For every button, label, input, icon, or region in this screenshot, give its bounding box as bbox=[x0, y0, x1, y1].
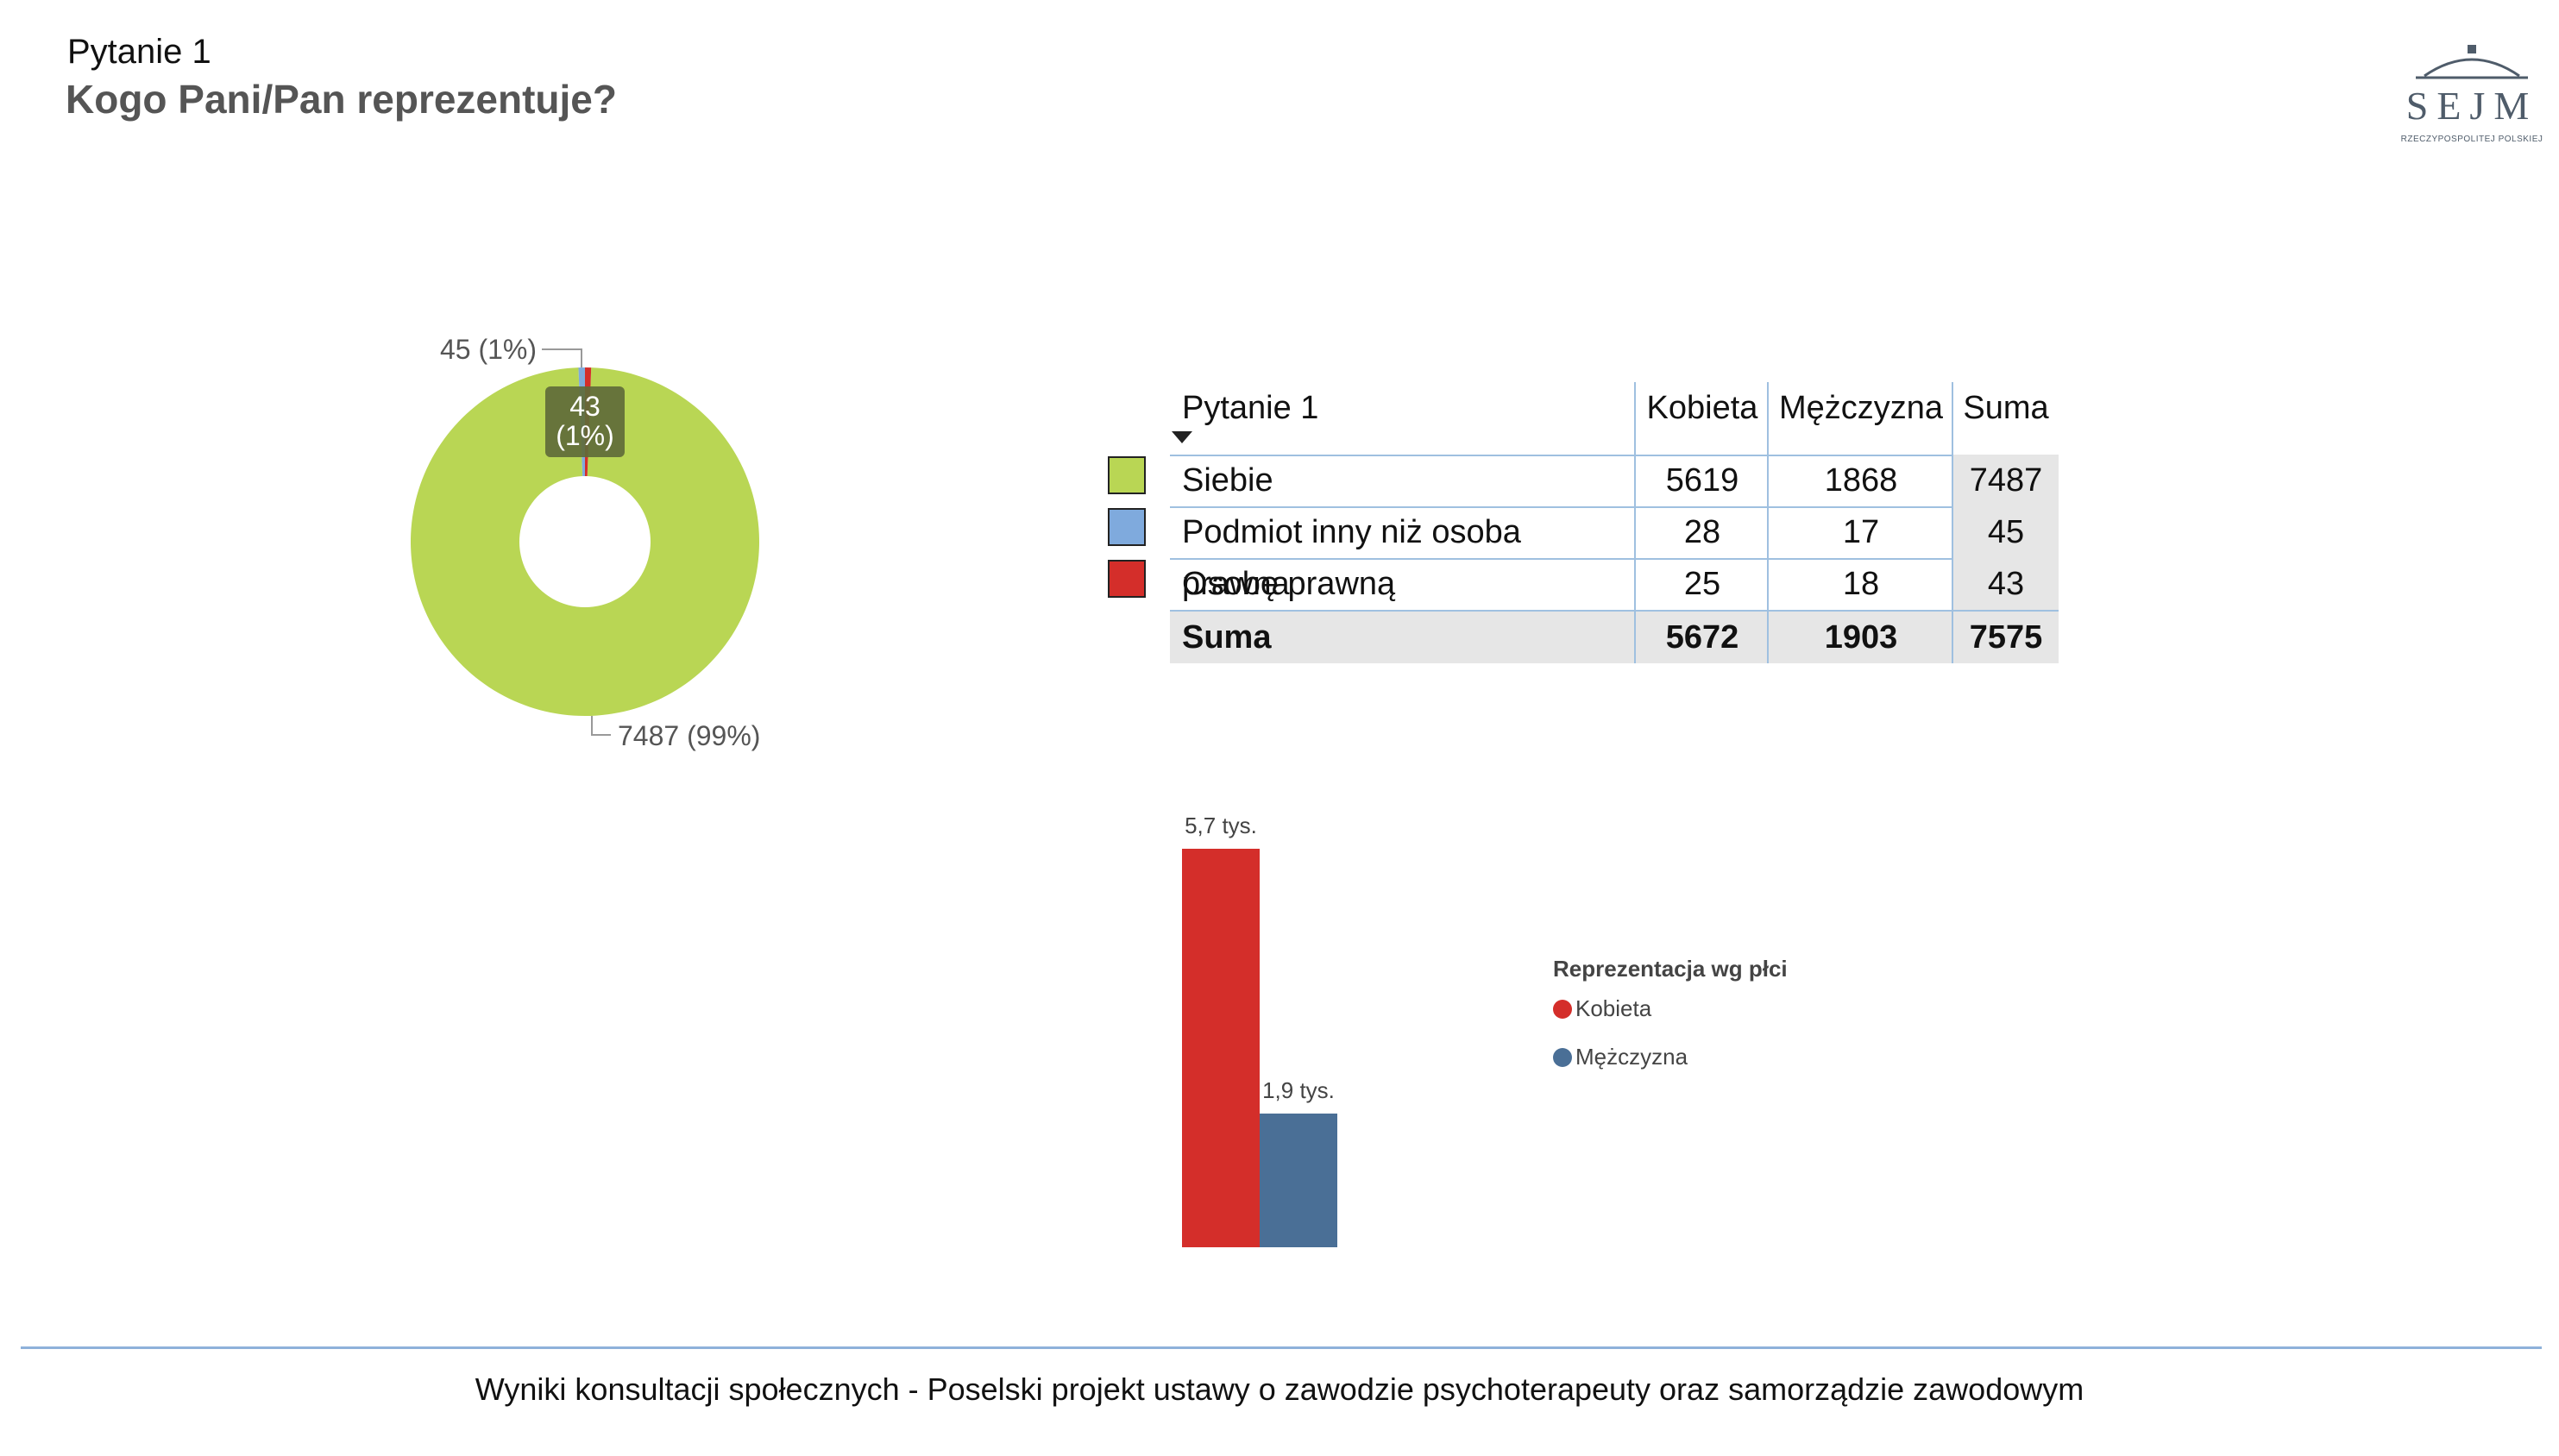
bar-kobieta[interactable] bbox=[1182, 849, 1260, 1247]
table-total-cell: 5672 bbox=[1636, 612, 1769, 663]
table-cell-total: 43 bbox=[1953, 558, 2059, 610]
legend-dot-icon bbox=[1553, 1000, 1572, 1019]
legend-swatch-osoba-prawna bbox=[1108, 560, 1146, 598]
table-column-divider bbox=[1767, 382, 1769, 663]
sejm-dome-icon bbox=[2416, 45, 2528, 79]
table-column-divider bbox=[1952, 382, 1953, 663]
question-title: Kogo Pani/Pan reprezentuje? bbox=[66, 77, 617, 122]
table-cell: 28 bbox=[1683, 514, 1721, 550]
table-row-label: Siebie bbox=[1182, 462, 1273, 499]
table-cell-total: 45 bbox=[1953, 506, 2059, 558]
donut-chart: 45 (1%) 7487 (99%) 43(1%) bbox=[410, 334, 760, 751]
bar-chart: 5,7 tys. 1,9 tys. bbox=[1182, 813, 1337, 1247]
bar-data-label: 5,7 tys. bbox=[1185, 813, 1257, 838]
table-column-divider bbox=[1634, 382, 1636, 663]
donut-label-podmiot: 45 (1%) bbox=[440, 334, 537, 365]
donut-label-osoba-prawna: 43 bbox=[569, 391, 600, 422]
table-divider bbox=[1170, 506, 2059, 508]
leader-line bbox=[542, 348, 582, 367]
table-total-cell: 7575 bbox=[1953, 612, 2059, 663]
sort-arrow-icon[interactable] bbox=[1172, 431, 1192, 443]
table-header-suma: Suma bbox=[1963, 390, 2049, 426]
legend-swatch-podmiot bbox=[1108, 508, 1146, 546]
table-divider bbox=[1170, 610, 2059, 612]
table-header-kobieta: Kobieta bbox=[1646, 390, 1758, 426]
table-row-label: Osobę prawną bbox=[1182, 566, 1396, 602]
table-cell: 25 bbox=[1683, 566, 1721, 602]
leader-line bbox=[591, 716, 611, 736]
legend-label: Mężczyzna bbox=[1575, 1044, 1688, 1070]
legend-item-mezczyzna[interactable]: Mężczyzna bbox=[1553, 1044, 1688, 1073]
table-divider bbox=[1170, 558, 2059, 560]
table-cell: 1868 bbox=[1824, 462, 1898, 499]
table-header-question: Pytanie 1 bbox=[1182, 390, 1319, 426]
results-table: Pytanie 1 Kobieta Mężczyzna Suma Siebie … bbox=[1099, 382, 2059, 667]
legend-dot-icon bbox=[1553, 1048, 1572, 1067]
sejm-logo: SEJM RZECZYPOSPOLITEJ POLSKIEJ bbox=[2399, 41, 2545, 154]
legend-item-kobieta[interactable]: Kobieta bbox=[1553, 995, 1651, 1025]
table-cell: 18 bbox=[1842, 566, 1880, 602]
bar-legend: Reprezentacja wg płci Kobieta Mężczyzna bbox=[1553, 956, 1915, 1085]
table-cell-total: 7487 bbox=[1953, 455, 2059, 506]
donut-label-osoba-prawna: (1%) bbox=[556, 420, 614, 451]
footer-text: Wyniki konsultacji społecznych - Poselsk… bbox=[475, 1371, 2084, 1407]
logo-text: SEJM bbox=[2405, 84, 2538, 128]
question-label: Pytanie 1 bbox=[67, 33, 211, 71]
table-total-cell: 1903 bbox=[1769, 612, 1953, 663]
bar-data-label: 1,9 tys. bbox=[1262, 1077, 1335, 1103]
table-header-mezczyzna: Mężczyzna bbox=[1778, 390, 1944, 426]
legend-title: Reprezentacja wg płci bbox=[1553, 956, 1788, 982]
donut-label-siebie: 7487 (99%) bbox=[618, 720, 760, 751]
logo-subtitle: RZECZYPOSPOLITEJ POLSKIEJ bbox=[2400, 135, 2543, 144]
legend-label: Kobieta bbox=[1575, 995, 1652, 1021]
donut-label-box bbox=[545, 386, 625, 457]
table-row-label: Podmiot inny niż osoba prawna bbox=[1182, 514, 1521, 602]
table-cell: 17 bbox=[1842, 514, 1880, 550]
table-divider bbox=[1170, 455, 2059, 456]
footer-divider bbox=[21, 1346, 2542, 1349]
bar-mezczyzna[interactable] bbox=[1260, 1113, 1337, 1247]
table-total-label: Suma bbox=[1170, 612, 1636, 663]
legend-swatch-siebie bbox=[1108, 456, 1146, 494]
donut-slice-siebie[interactable] bbox=[410, 367, 759, 716]
table-cell: 5619 bbox=[1665, 462, 1739, 499]
